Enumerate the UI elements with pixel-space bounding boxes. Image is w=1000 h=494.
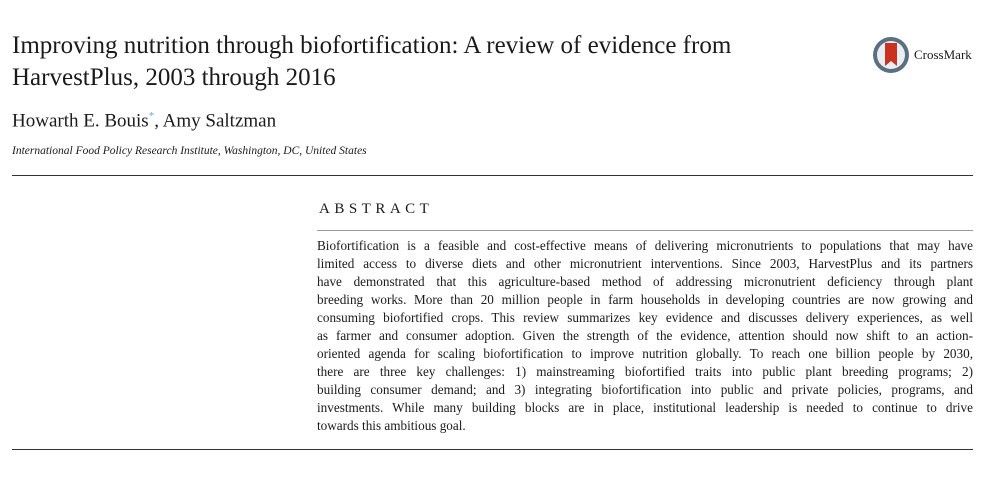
abstract-line: consuming biofortified crops. This revie… [317, 310, 973, 325]
header-divider [12, 175, 973, 176]
affiliation: International Food Policy Research Insti… [12, 145, 367, 157]
author-list: Howarth E. Bouis*, Amy Saltzman [12, 110, 276, 132]
abstract-line: building consumer demand; and 3) integra… [317, 382, 973, 397]
abstract-line: investments. While many building blocks … [317, 400, 973, 415]
author-name[interactable]: , Amy Saltzman [154, 110, 277, 132]
corresponding-author-marker[interactable]: * [148, 110, 155, 122]
abstract-line: as farmer and consumer adoption. Given t… [317, 328, 973, 343]
abstract-line: breeding works. More than 20 million peo… [317, 292, 973, 307]
abstract-body: Biofortification is a feasible and cost-… [317, 237, 973, 435]
footer-divider [12, 449, 973, 450]
abstract-heading: ABSTRACT [319, 201, 434, 217]
author-name[interactable]: Howarth E. Bouis [12, 110, 149, 132]
abstract-line: Biofortification is a feasible and cost-… [317, 238, 973, 253]
abstract-line: towards this ambitious goal. [317, 418, 466, 433]
title-line: HarvestPlus, 2003 through 2016 [12, 64, 336, 91]
abstract-line: oriented agenda for scaling biofortifica… [317, 346, 973, 361]
abstract-line: there are three key challenges: 1) mains… [317, 364, 973, 379]
abstract-divider [317, 230, 973, 231]
crossmark-badge[interactable]: CrossMark [872, 36, 972, 74]
title-line: Improving nutrition through biofortifica… [12, 32, 732, 59]
crossmark-logo-icon [873, 37, 909, 73]
crossmark-label: CrossMark [914, 47, 972, 62]
abstract-line: have demonstrated that this agriculture-… [317, 274, 973, 289]
article-title: Improving nutrition through biofortifica… [12, 30, 842, 94]
abstract-line: limited access to diverse diets and othe… [317, 256, 973, 271]
